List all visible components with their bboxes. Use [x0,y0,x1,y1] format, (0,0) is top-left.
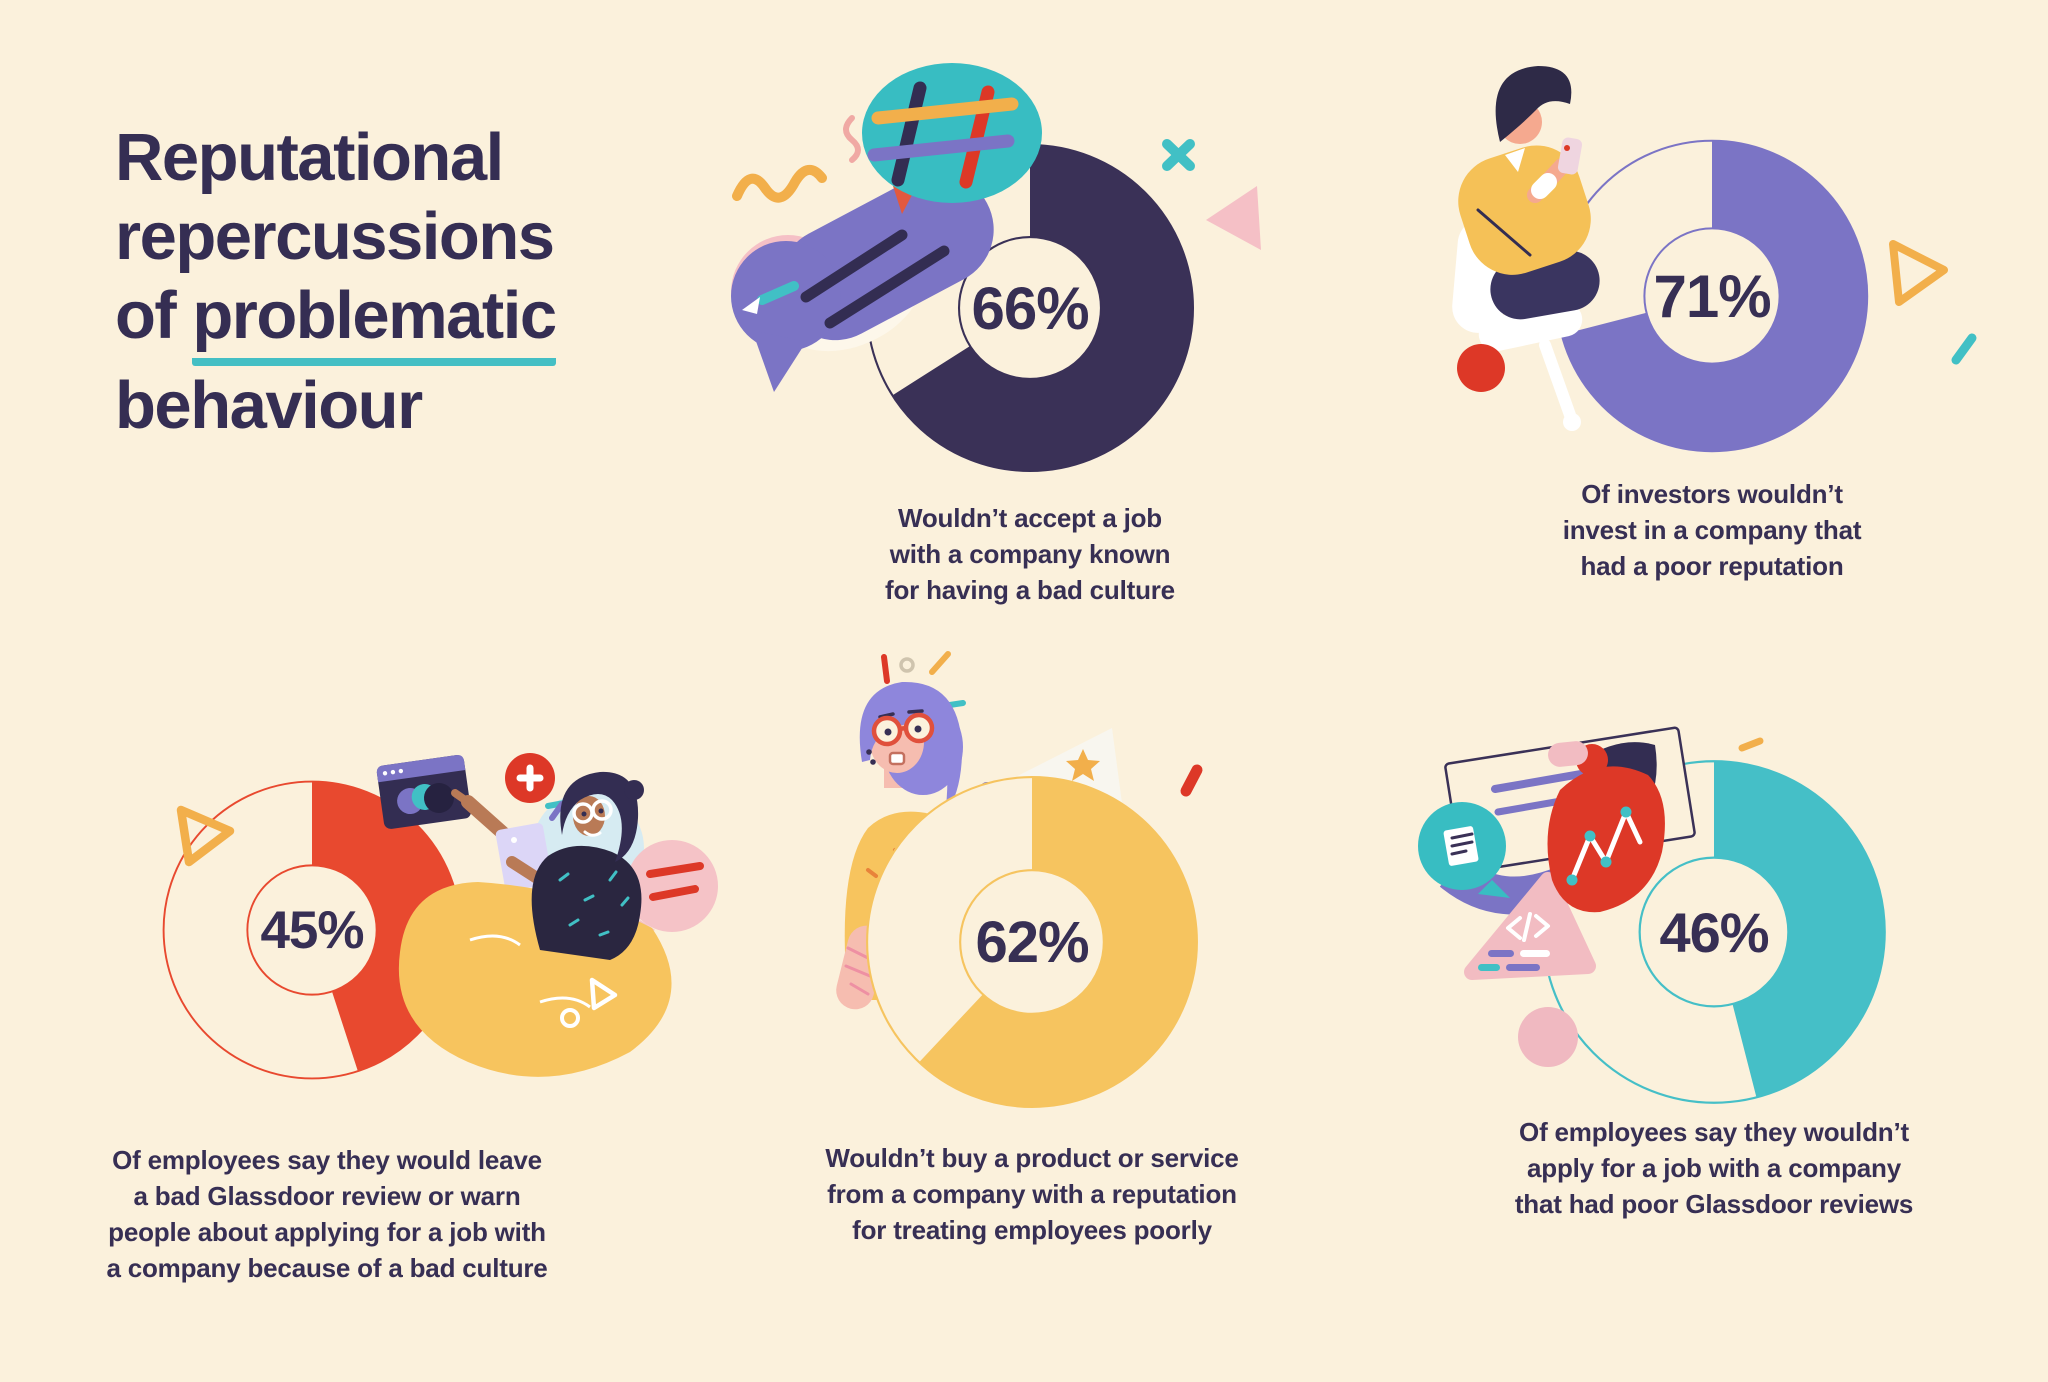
donut-caption-glassdoor-review: Of employees say they would leave a bad … [106,1145,548,1283]
donut-chart-bad-culture-job: 66% [862,140,1198,476]
donut-caption-wouldnt-apply: Of employees say they wouldn’t apply for… [1514,1117,1914,1219]
donut-percent-label: 71% [1653,262,1771,330]
title-line: of problematic [115,276,557,366]
donut-chart-glassdoor-review: 45% [159,777,465,1083]
donut-percent-label: 45% [260,900,364,960]
red-dot-icon [1457,344,1505,392]
pink-triangle-icon [1206,186,1261,250]
title-line: behaviour [115,368,423,443]
donut-caption-bad-culture-job: Wouldn’t accept a job with a company kno… [885,503,1175,605]
donut-chart-wouldnt-apply: 46% [1538,756,1890,1108]
donut-caption-wouldnt-buy: Wouldn’t buy a product or service from a… [825,1143,1239,1245]
squiggle-icon [732,165,827,203]
plus-badge-icon [505,753,555,803]
red-glasses-icon [871,712,935,747]
donut-percent-label: 66% [971,274,1089,342]
pencil-icon [757,281,799,305]
tablet-icon [495,823,553,891]
donut-chart-wouldnt-buy: 62% [862,772,1202,1112]
donut-percent-label: 62% [975,909,1089,975]
title-line: Reputational [115,120,504,195]
hair-shape [1495,66,1572,142]
donut-caption-investors: Of investors wouldn’t invest in a compan… [1562,479,1862,581]
underlined-word: problematic [192,276,557,366]
donut-percent-label: 46% [1659,900,1769,964]
review-bubble-icon [622,840,718,946]
document-bubble-icon [1418,802,1510,898]
donut-chart-investors: 71% [1552,136,1872,456]
title-line: repercussions [115,199,555,274]
triangle-outline-icon [1889,240,1948,306]
page-title: Reputational repercussions of problemati… [115,118,557,445]
